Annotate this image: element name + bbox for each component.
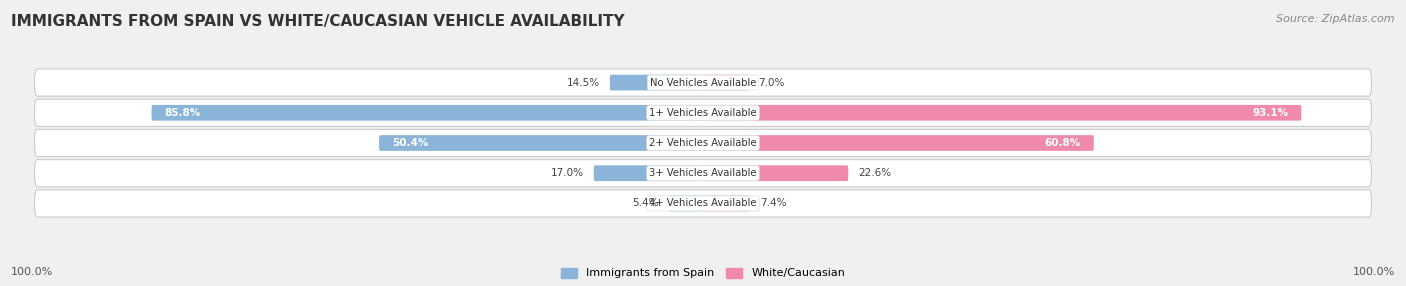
Text: 100.0%: 100.0% [1353, 267, 1395, 277]
FancyBboxPatch shape [35, 190, 1371, 217]
Text: 14.5%: 14.5% [567, 78, 600, 88]
FancyBboxPatch shape [380, 135, 703, 151]
Text: 3+ Vehicles Available: 3+ Vehicles Available [650, 168, 756, 178]
FancyBboxPatch shape [703, 135, 1094, 151]
Text: 4+ Vehicles Available: 4+ Vehicles Available [650, 198, 756, 208]
FancyBboxPatch shape [35, 99, 1371, 126]
Text: 5.4%: 5.4% [633, 198, 658, 208]
Text: 22.6%: 22.6% [858, 168, 891, 178]
FancyBboxPatch shape [703, 75, 748, 90]
Text: 100.0%: 100.0% [11, 267, 53, 277]
Text: 7.4%: 7.4% [761, 198, 787, 208]
Text: Source: ZipAtlas.com: Source: ZipAtlas.com [1277, 14, 1395, 24]
FancyBboxPatch shape [593, 165, 703, 181]
FancyBboxPatch shape [152, 105, 703, 121]
FancyBboxPatch shape [35, 69, 1371, 96]
Text: 1+ Vehicles Available: 1+ Vehicles Available [650, 108, 756, 118]
Text: IMMIGRANTS FROM SPAIN VS WHITE/CAUCASIAN VEHICLE AVAILABILITY: IMMIGRANTS FROM SPAIN VS WHITE/CAUCASIAN… [11, 14, 624, 29]
Text: 93.1%: 93.1% [1253, 108, 1288, 118]
FancyBboxPatch shape [610, 75, 703, 90]
FancyBboxPatch shape [703, 165, 848, 181]
Text: 60.8%: 60.8% [1045, 138, 1081, 148]
Text: 50.4%: 50.4% [392, 138, 429, 148]
Text: 85.8%: 85.8% [165, 108, 201, 118]
FancyBboxPatch shape [35, 160, 1371, 187]
Text: 2+ Vehicles Available: 2+ Vehicles Available [650, 138, 756, 148]
Legend: Immigrants from Spain, White/Caucasian: Immigrants from Spain, White/Caucasian [561, 268, 845, 278]
FancyBboxPatch shape [703, 105, 1302, 121]
Text: 17.0%: 17.0% [551, 168, 583, 178]
FancyBboxPatch shape [668, 196, 703, 211]
Text: 7.0%: 7.0% [758, 78, 785, 88]
FancyBboxPatch shape [703, 196, 751, 211]
Text: No Vehicles Available: No Vehicles Available [650, 78, 756, 88]
FancyBboxPatch shape [35, 129, 1371, 157]
